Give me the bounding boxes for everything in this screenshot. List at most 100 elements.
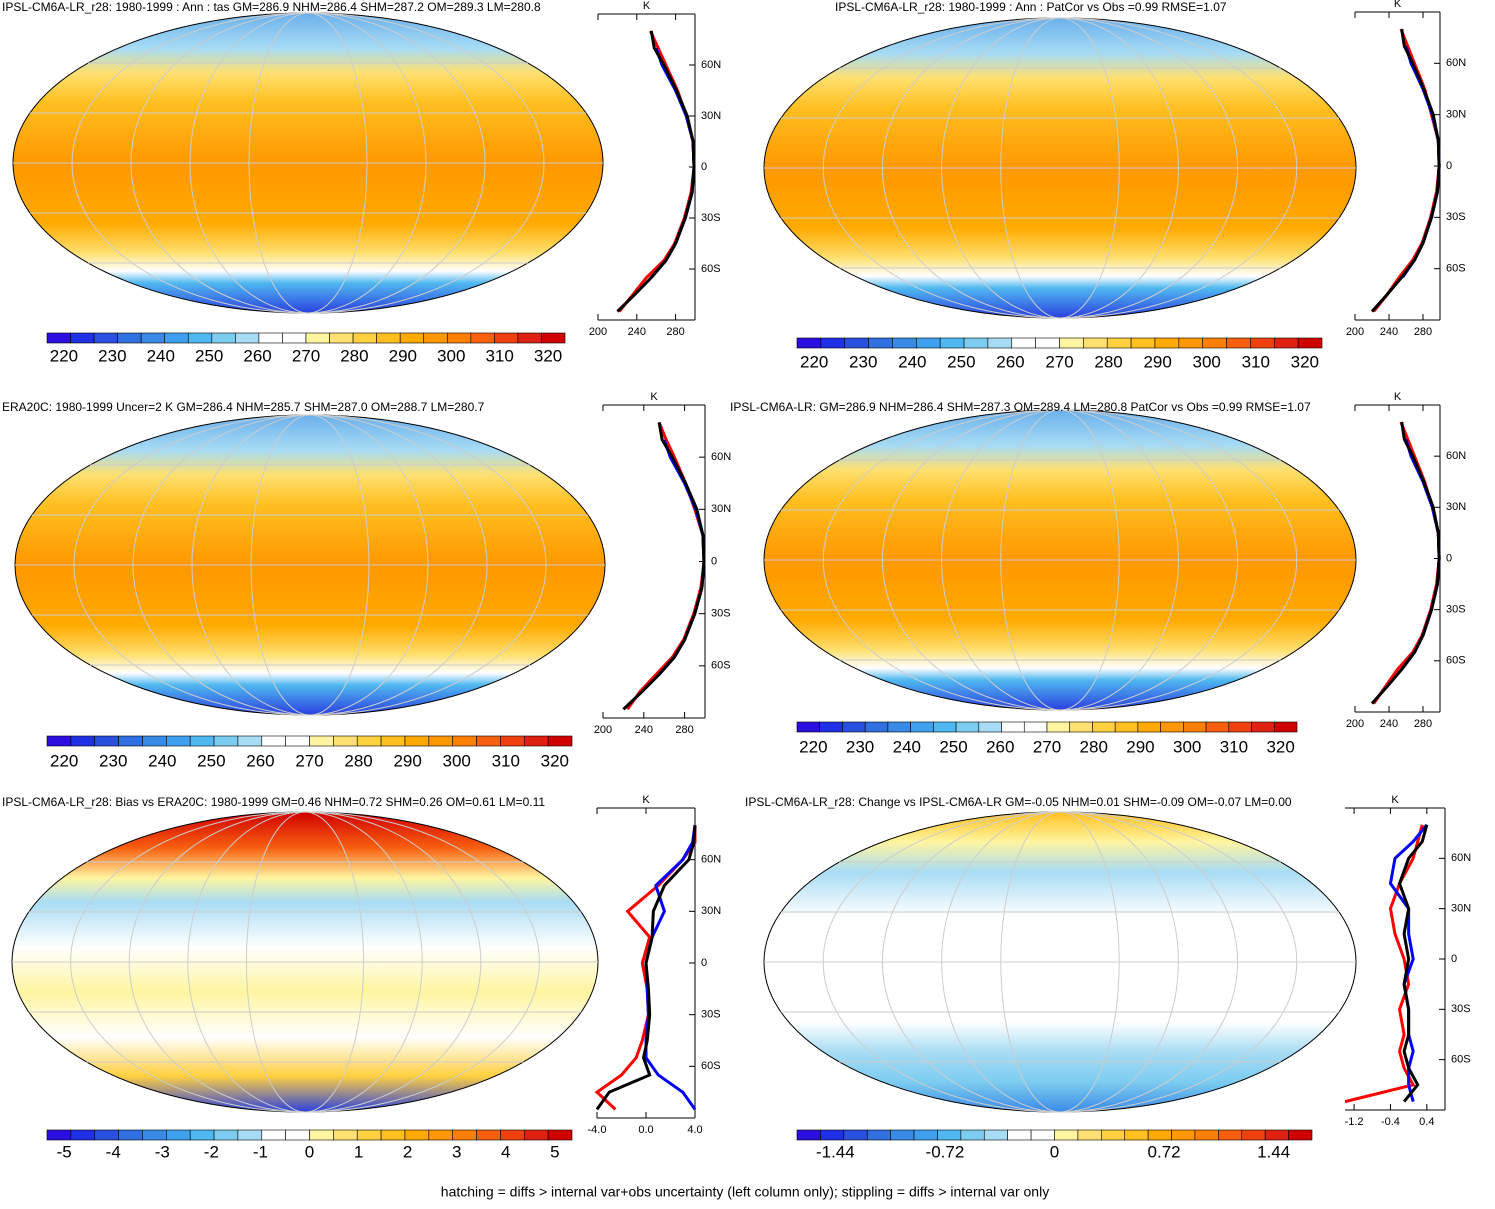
colorbar-box: [333, 735, 358, 747]
colorbar-box: [117, 332, 142, 344]
y-tick-label: 60S: [701, 263, 721, 275]
map-meridian: [70, 811, 540, 1113]
x-tick-label: 280: [666, 326, 684, 338]
y-tick-label: 30S: [711, 608, 731, 620]
colorbar-box: [1124, 1129, 1149, 1141]
profile-line: [1397, 824, 1429, 1103]
colorbar-label: 5: [550, 1142, 559, 1161]
panel-title: IPSL-CM6A-LR_r28: 1980-1999 : Ann : PatC…: [835, 0, 1227, 14]
colorbar-label: 240: [893, 737, 921, 756]
colorbar-box: [1194, 1129, 1219, 1141]
colorbar-box: [1251, 721, 1275, 733]
colorbar-box: [494, 332, 519, 344]
x-tick-label: 240: [635, 724, 653, 736]
colorbar-label: 1: [354, 1142, 363, 1161]
colorbar-box: [118, 735, 143, 747]
profile-line: [616, 30, 696, 313]
colorbar-box: [189, 1129, 215, 1141]
colorbar-box: [380, 1129, 406, 1141]
profile-line: [1370, 28, 1441, 313]
map-meridian: [822, 17, 1298, 319]
colorbar-label: 280: [1080, 737, 1108, 756]
colorbar-box: [1205, 721, 1230, 733]
colorbar-box: [500, 735, 525, 747]
colorbar-box: [844, 337, 869, 349]
colorbar-box: [404, 735, 430, 747]
colorbar-box: [1147, 1129, 1172, 1141]
y-tick-label: 60S: [701, 1060, 721, 1072]
colorbar-label: 0: [1050, 1142, 1059, 1161]
colorbar-label: 280: [1094, 352, 1122, 371]
y-tick-label: 60S: [1446, 263, 1466, 275]
colorbar-label: -1.44: [816, 1142, 855, 1161]
colorbar-label: 260: [246, 751, 274, 770]
panel-title: IPSL-CM6A-LR_r28: 1980-1999 : Ann : tas …: [2, 0, 541, 14]
map-meridian: [822, 811, 1298, 1113]
colorbar-box: [963, 337, 989, 349]
colorbar-box: [1092, 721, 1116, 733]
colorbar-box: [282, 332, 307, 344]
colorbar-box: [517, 332, 542, 344]
colorbar-box: [142, 735, 167, 747]
colorbar-label: 230: [846, 737, 874, 756]
footnote: hatching = diffs > internal var+obs unce…: [441, 1184, 1049, 1200]
colorbar-box: [261, 735, 286, 747]
colorbar-box: [796, 1129, 821, 1141]
panel-title: IPSL-CM6A-LR_r28: Change vs IPSL-CM6A-LR…: [745, 795, 1292, 809]
colorbar-box: [476, 735, 501, 747]
colorbar-label: 260: [986, 737, 1014, 756]
colorbar-box: [1083, 337, 1108, 349]
y-tick-label: 60N: [1446, 57, 1466, 69]
map-meridian: [822, 409, 1298, 711]
x-tick-label: 280: [675, 724, 693, 736]
y-tick-label: 0: [701, 161, 707, 173]
y-tick-label: 60N: [1451, 852, 1471, 864]
colorbar-box: [213, 1129, 239, 1141]
colorbar-box: [258, 332, 283, 344]
colorbar-box: [1241, 1129, 1266, 1141]
colorbar-box: [470, 332, 495, 344]
panel-title: ERA20C: 1980-1999 Uncer=2 K GM=286.4 NHM…: [2, 400, 485, 414]
colorbar-box: [166, 1129, 191, 1141]
profile-unit: K: [1394, 391, 1402, 403]
y-tick-label: 60S: [711, 660, 731, 672]
colorbar-box: [978, 721, 1002, 733]
colorbar-box: [211, 332, 236, 344]
x-tick-label: -1.2: [1345, 1116, 1364, 1128]
colorbar-box: [541, 332, 566, 344]
colorbar-box: [1160, 721, 1184, 733]
colorbar-box: [187, 332, 213, 344]
colorbar-label: 220: [800, 352, 828, 371]
colorbar-box: [46, 332, 71, 344]
colorbar-box: [937, 1129, 962, 1141]
colorbar-box: [452, 1129, 477, 1141]
colorbar-label: 260: [243, 346, 271, 365]
colorbar-label: 290: [393, 751, 421, 770]
colorbar-label: 250: [947, 352, 975, 371]
colorbar-box: [428, 1129, 453, 1141]
colorbar-box: [452, 735, 477, 747]
map-meridian: [71, 12, 545, 314]
colorbar-box: [983, 1129, 1008, 1141]
colorbar-label: 290: [1126, 737, 1154, 756]
colorbar-box: [213, 735, 239, 747]
x-tick-label: -0.4: [1381, 1116, 1400, 1128]
colorbar-box: [446, 332, 472, 344]
colorbar-box: [1273, 721, 1298, 733]
colorbar-box: [933, 721, 957, 733]
colorbar-box: [1288, 1129, 1313, 1141]
profile-unit: K: [643, 0, 651, 12]
x-tick-label: 240: [1380, 718, 1398, 730]
colorbar-box: [892, 337, 917, 349]
colorbar-label: 0: [305, 1142, 314, 1161]
colorbar-label: 2: [403, 1142, 412, 1161]
colorbar-box: [796, 721, 821, 733]
map-meridian: [73, 414, 547, 716]
colorbar-box: [910, 721, 934, 733]
colorbar-label: 240: [147, 346, 175, 365]
colorbar-label: 220: [799, 737, 827, 756]
x-tick-label: -4.0: [588, 1124, 607, 1136]
y-tick-label: 60N: [701, 59, 721, 71]
colorbar-box: [356, 1129, 382, 1141]
